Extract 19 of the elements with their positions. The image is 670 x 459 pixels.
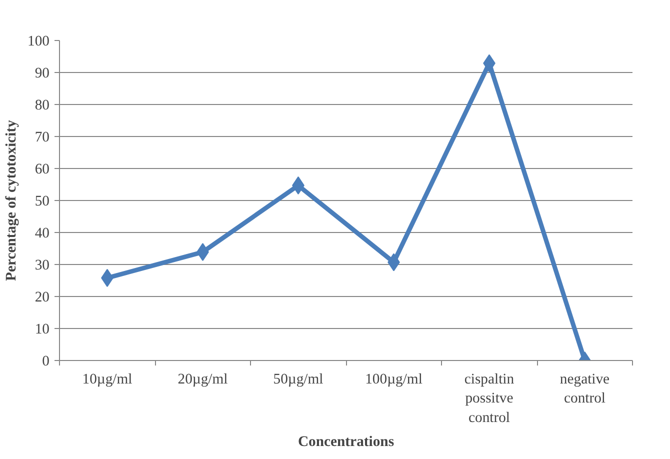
x-tick-label: cispaltin possitve control — [464, 372, 515, 426]
y-axis-title: Percentage of cytotoxicity — [4, 119, 20, 281]
y-tick-label: 20 — [34, 290, 50, 306]
x-tick-label: 20µg/ml — [178, 372, 228, 388]
x-axis-title: Concentrations — [298, 434, 394, 450]
y-tick-label: 80 — [34, 98, 50, 114]
x-tick-label: 50µg/ml — [273, 372, 324, 388]
y-tick-label: 50 — [34, 194, 50, 210]
x-tick-label: negative control — [560, 372, 610, 407]
y-tick-label: 90 — [34, 66, 50, 82]
y-tick-label: 60 — [34, 162, 50, 178]
x-tick-label: 10µg/ml — [82, 372, 132, 388]
y-tick-label: 30 — [34, 258, 50, 274]
y-tick-label: 100 — [28, 34, 50, 50]
x-tick-label: 100µg/ml — [365, 372, 422, 388]
y-tick-label: 0 — [42, 354, 50, 370]
y-tick-label: 70 — [34, 130, 50, 146]
y-tick-label: 40 — [34, 226, 50, 242]
y-tick-label: 10 — [34, 322, 50, 338]
